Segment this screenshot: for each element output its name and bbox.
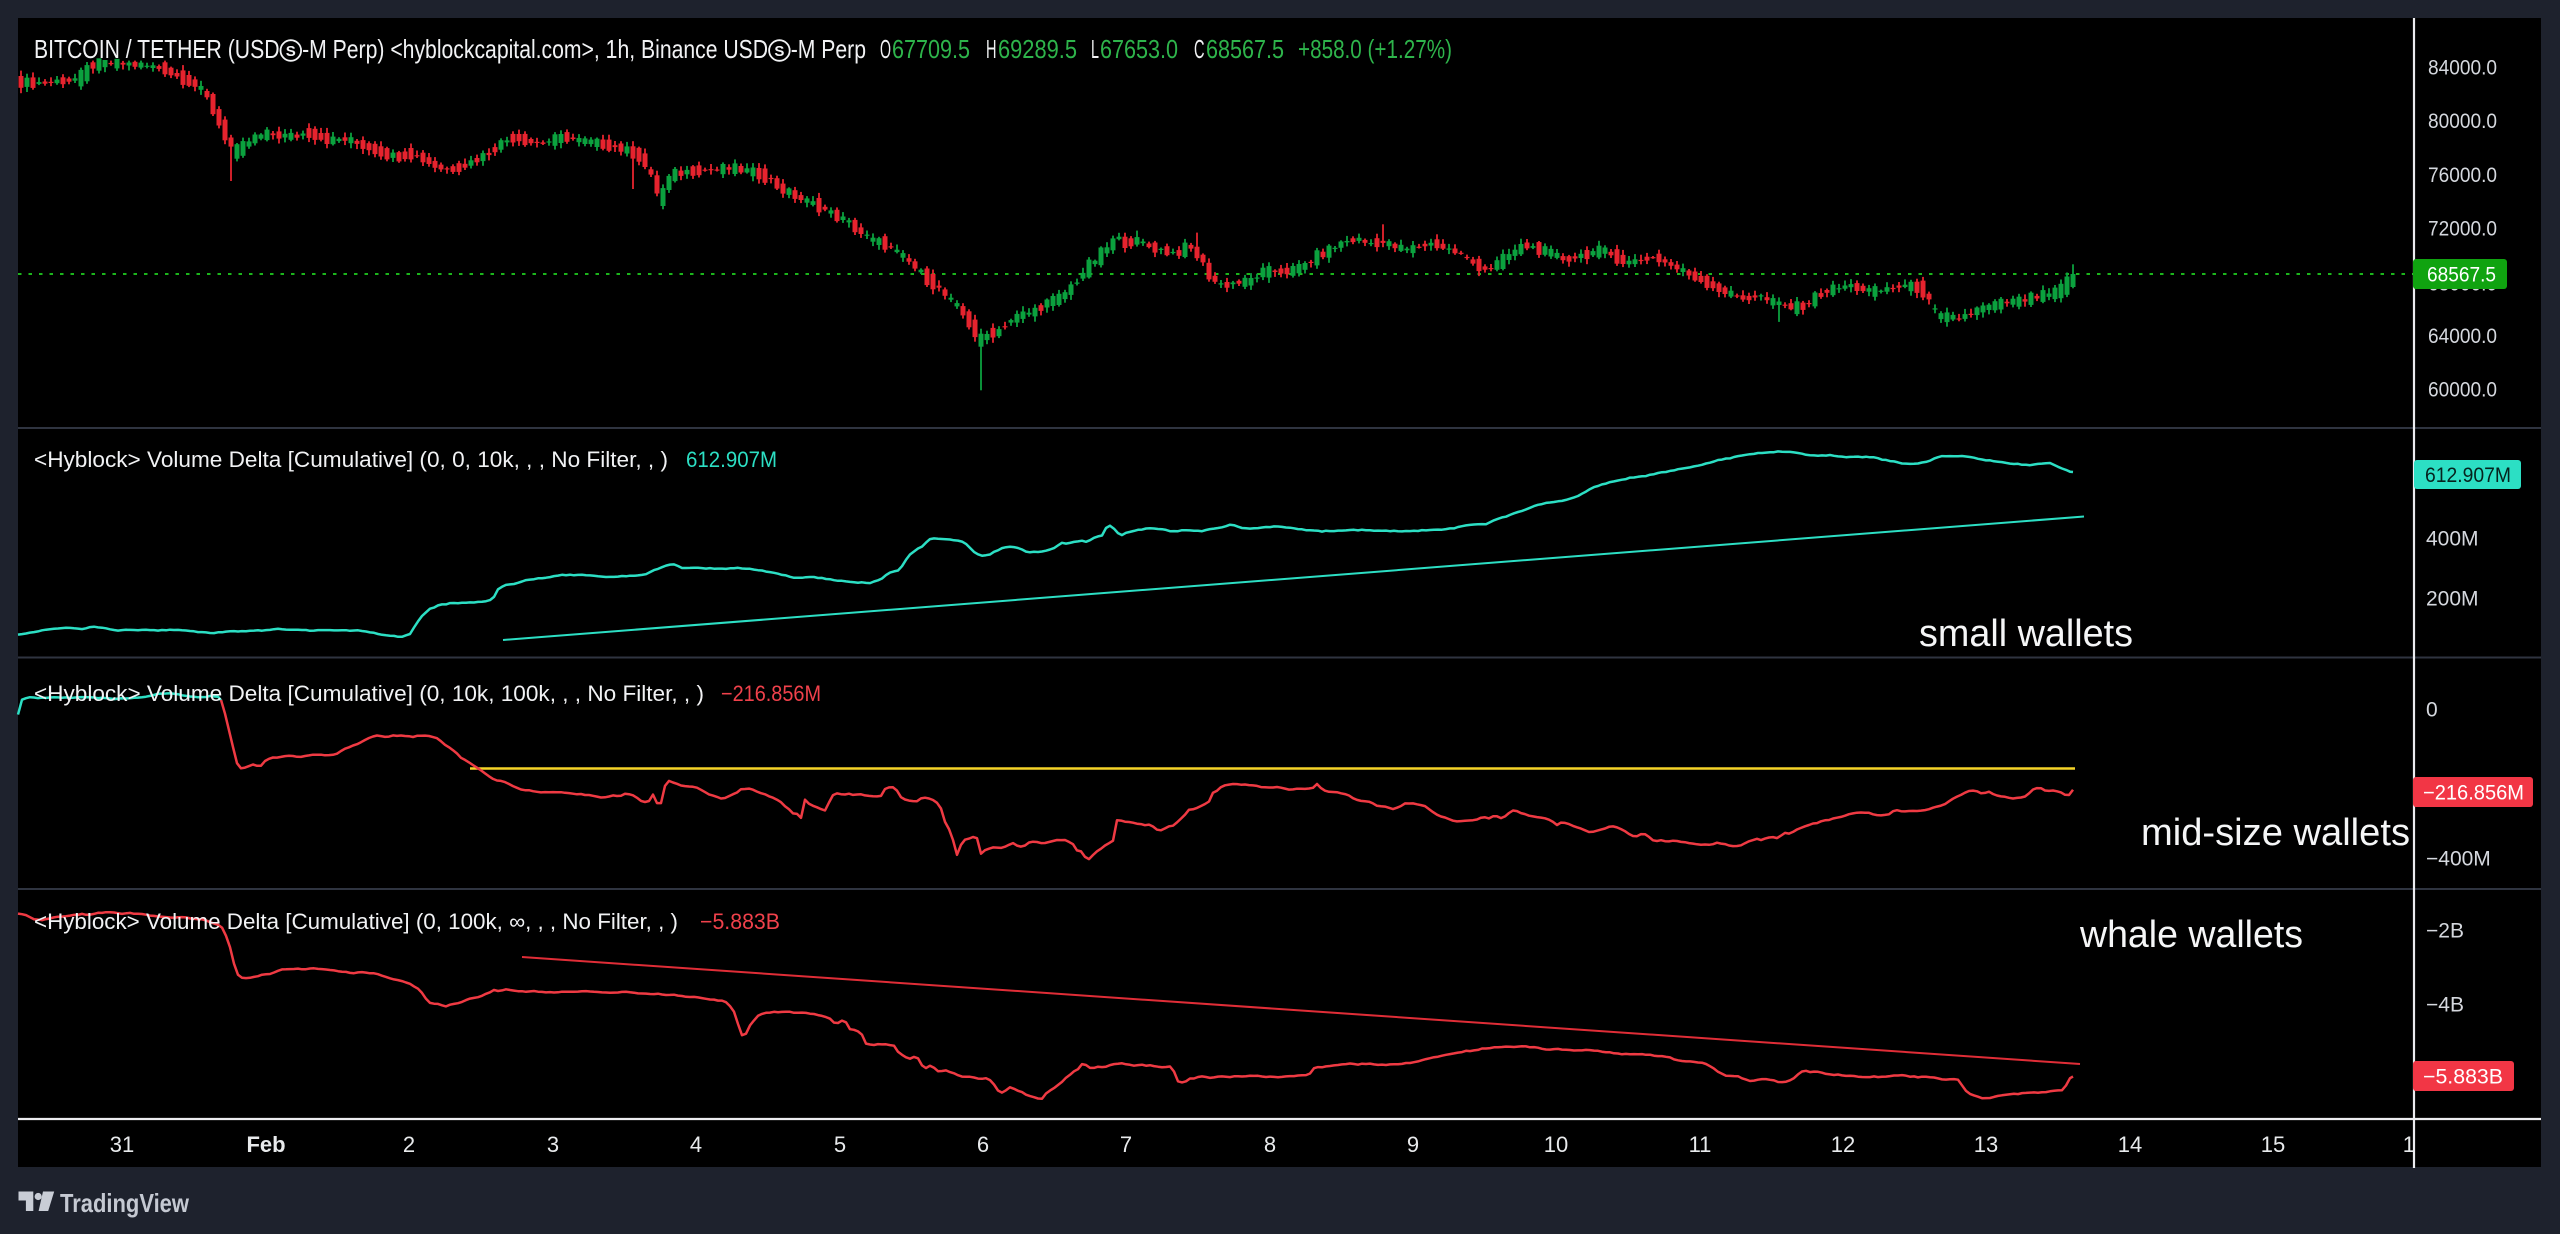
- svg-text:TradingView: TradingView: [60, 1188, 190, 1218]
- svg-text:84000.0: 84000.0: [2428, 57, 2497, 80]
- svg-text:−5.883B: −5.883B: [2423, 1066, 2503, 1089]
- svg-text:−2B: −2B: [2426, 920, 2464, 943]
- svg-text:<Hyblock> Volume Delta [Cumula: <Hyblock> Volume Delta [Cumulative] (0, …: [34, 909, 678, 934]
- svg-text:+858.0 (+1.27%): +858.0 (+1.27%): [1298, 34, 1452, 64]
- svg-text:10: 10: [1544, 1132, 1568, 1157]
- svg-text:76000.0: 76000.0: [2428, 164, 2497, 187]
- svg-text:S: S: [774, 43, 784, 60]
- svg-text:12: 12: [1831, 1132, 1855, 1157]
- svg-text:−5.883B: −5.883B: [700, 909, 780, 934]
- svg-text:9: 9: [1407, 1132, 1419, 1157]
- svg-text:68567.5: 68567.5: [1206, 34, 1284, 64]
- svg-text:whale wallets: whale wallets: [2079, 914, 2303, 956]
- svg-text:−4B: −4B: [2426, 994, 2464, 1017]
- svg-text:72000.0: 72000.0: [2428, 218, 2497, 241]
- svg-text:BITCOIN / TETHER (USD: BITCOIN / TETHER (USD: [34, 34, 280, 64]
- svg-text:mid-size wallets: mid-size wallets: [2141, 812, 2410, 854]
- svg-text:4: 4: [690, 1132, 702, 1157]
- svg-text:64000.0: 64000.0: [2428, 325, 2497, 348]
- svg-text:-M Perp) <hyblockcapital.com>,: -M Perp) <hyblockcapital.com>, 1h, Binan…: [302, 34, 768, 64]
- svg-text:5: 5: [834, 1132, 846, 1157]
- svg-text:11: 11: [1689, 1132, 1712, 1157]
- svg-text:67653.0: 67653.0: [1100, 34, 1178, 64]
- svg-text:80000.0: 80000.0: [2428, 110, 2497, 133]
- svg-text:67709.5: 67709.5: [892, 34, 970, 64]
- svg-text:2: 2: [403, 1132, 415, 1157]
- svg-text:Feb: Feb: [246, 1132, 285, 1157]
- svg-text:400M: 400M: [2426, 528, 2479, 551]
- svg-text:3: 3: [547, 1132, 559, 1157]
- svg-text:O: O: [880, 34, 891, 64]
- svg-text:612.907M: 612.907M: [686, 447, 777, 472]
- svg-text:15: 15: [2261, 1132, 2285, 1157]
- svg-text:612.907M: 612.907M: [2425, 464, 2511, 487]
- svg-text:<Hyblock> Volume Delta [Cumula: <Hyblock> Volume Delta [Cumulative] (0, …: [34, 681, 704, 706]
- svg-text:H: H: [986, 34, 997, 64]
- svg-text:68567.5: 68567.5: [2427, 264, 2496, 287]
- svg-text:60000.0: 60000.0: [2428, 379, 2497, 402]
- svg-text:<Hyblock> Volume Delta [Cumula: <Hyblock> Volume Delta [Cumulative] (0, …: [34, 447, 668, 472]
- svg-text:−216.856M: −216.856M: [721, 681, 821, 706]
- svg-text:-M Perp: -M Perp: [791, 34, 866, 64]
- svg-text:8: 8: [1264, 1132, 1276, 1157]
- svg-text:−216.856M: −216.856M: [2423, 782, 2524, 805]
- svg-text:L: L: [1091, 34, 1099, 64]
- svg-text:small wallets: small wallets: [1919, 613, 2133, 655]
- svg-text:31: 31: [110, 1132, 134, 1157]
- svg-text:200M: 200M: [2426, 588, 2479, 611]
- svg-text:7: 7: [1120, 1132, 1132, 1157]
- svg-text:14: 14: [2118, 1132, 2142, 1157]
- svg-text:13: 13: [1974, 1132, 1998, 1157]
- svg-text:−400M: −400M: [2426, 848, 2491, 871]
- svg-text:6: 6: [977, 1132, 989, 1157]
- svg-text:S: S: [286, 43, 296, 60]
- svg-text:0: 0: [2426, 699, 2438, 722]
- svg-text:69289.5: 69289.5: [998, 34, 1077, 64]
- svg-text:C: C: [1194, 34, 1205, 64]
